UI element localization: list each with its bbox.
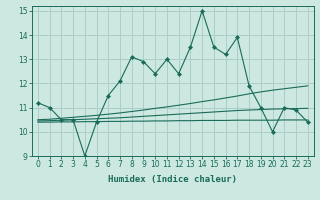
X-axis label: Humidex (Indice chaleur): Humidex (Indice chaleur) [108, 175, 237, 184]
